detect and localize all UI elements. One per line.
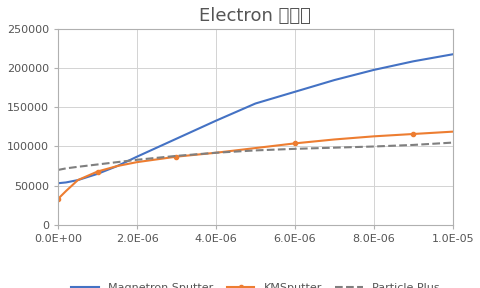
KMSputter xyxy=(75,178,81,182)
KMSputter xyxy=(173,155,179,158)
Particle Plus xyxy=(55,168,61,172)
Particle Plus xyxy=(63,167,69,170)
Particle Plus xyxy=(409,143,415,147)
Magnetron Sputter xyxy=(173,137,179,141)
KMSputter xyxy=(134,160,140,164)
KMSputter xyxy=(213,151,218,154)
Particle Plus xyxy=(134,158,140,162)
KMSputter xyxy=(370,134,376,138)
Particle Plus xyxy=(449,141,455,144)
Magnetron Sputter xyxy=(114,164,120,168)
Particle Plus xyxy=(331,146,336,149)
Magnetron Sputter xyxy=(213,119,218,122)
Particle Plus xyxy=(75,165,81,168)
Particle Plus xyxy=(114,160,120,164)
Particle Plus xyxy=(173,154,179,158)
Magnetron Sputter xyxy=(95,172,100,176)
Magnetron Sputter xyxy=(63,181,69,184)
Particle Plus xyxy=(95,163,100,166)
KMSputter xyxy=(55,197,61,200)
Particle Plus xyxy=(291,147,297,151)
Particle Plus xyxy=(252,149,258,152)
Legend: Magnetron Sputter, KMSputter, Particle Plus: Magnetron Sputter, KMSputter, Particle P… xyxy=(67,278,443,288)
KMSputter xyxy=(331,138,336,141)
Magnetron Sputter xyxy=(370,68,376,72)
Title: Electron 입자수: Electron 입자수 xyxy=(199,7,311,25)
Magnetron Sputter xyxy=(55,181,61,185)
KMSputter xyxy=(114,164,120,168)
Magnetron Sputter xyxy=(449,52,455,56)
Magnetron Sputter xyxy=(291,90,297,94)
KMSputter xyxy=(291,142,297,145)
Magnetron Sputter xyxy=(75,178,81,182)
KMSputter xyxy=(63,189,69,193)
Line: Magnetron Sputter: Magnetron Sputter xyxy=(58,54,452,183)
Line: Particle Plus: Particle Plus xyxy=(58,143,452,170)
Magnetron Sputter xyxy=(252,102,258,105)
Particle Plus xyxy=(370,145,376,148)
KMSputter xyxy=(449,130,455,133)
Magnetron Sputter xyxy=(331,78,336,82)
KMSputter xyxy=(252,146,258,150)
Particle Plus xyxy=(213,151,218,154)
KMSputter xyxy=(95,170,100,173)
Magnetron Sputter xyxy=(134,155,140,158)
Magnetron Sputter xyxy=(409,60,415,63)
KMSputter xyxy=(409,132,415,136)
Line: KMSputter: KMSputter xyxy=(56,130,454,201)
